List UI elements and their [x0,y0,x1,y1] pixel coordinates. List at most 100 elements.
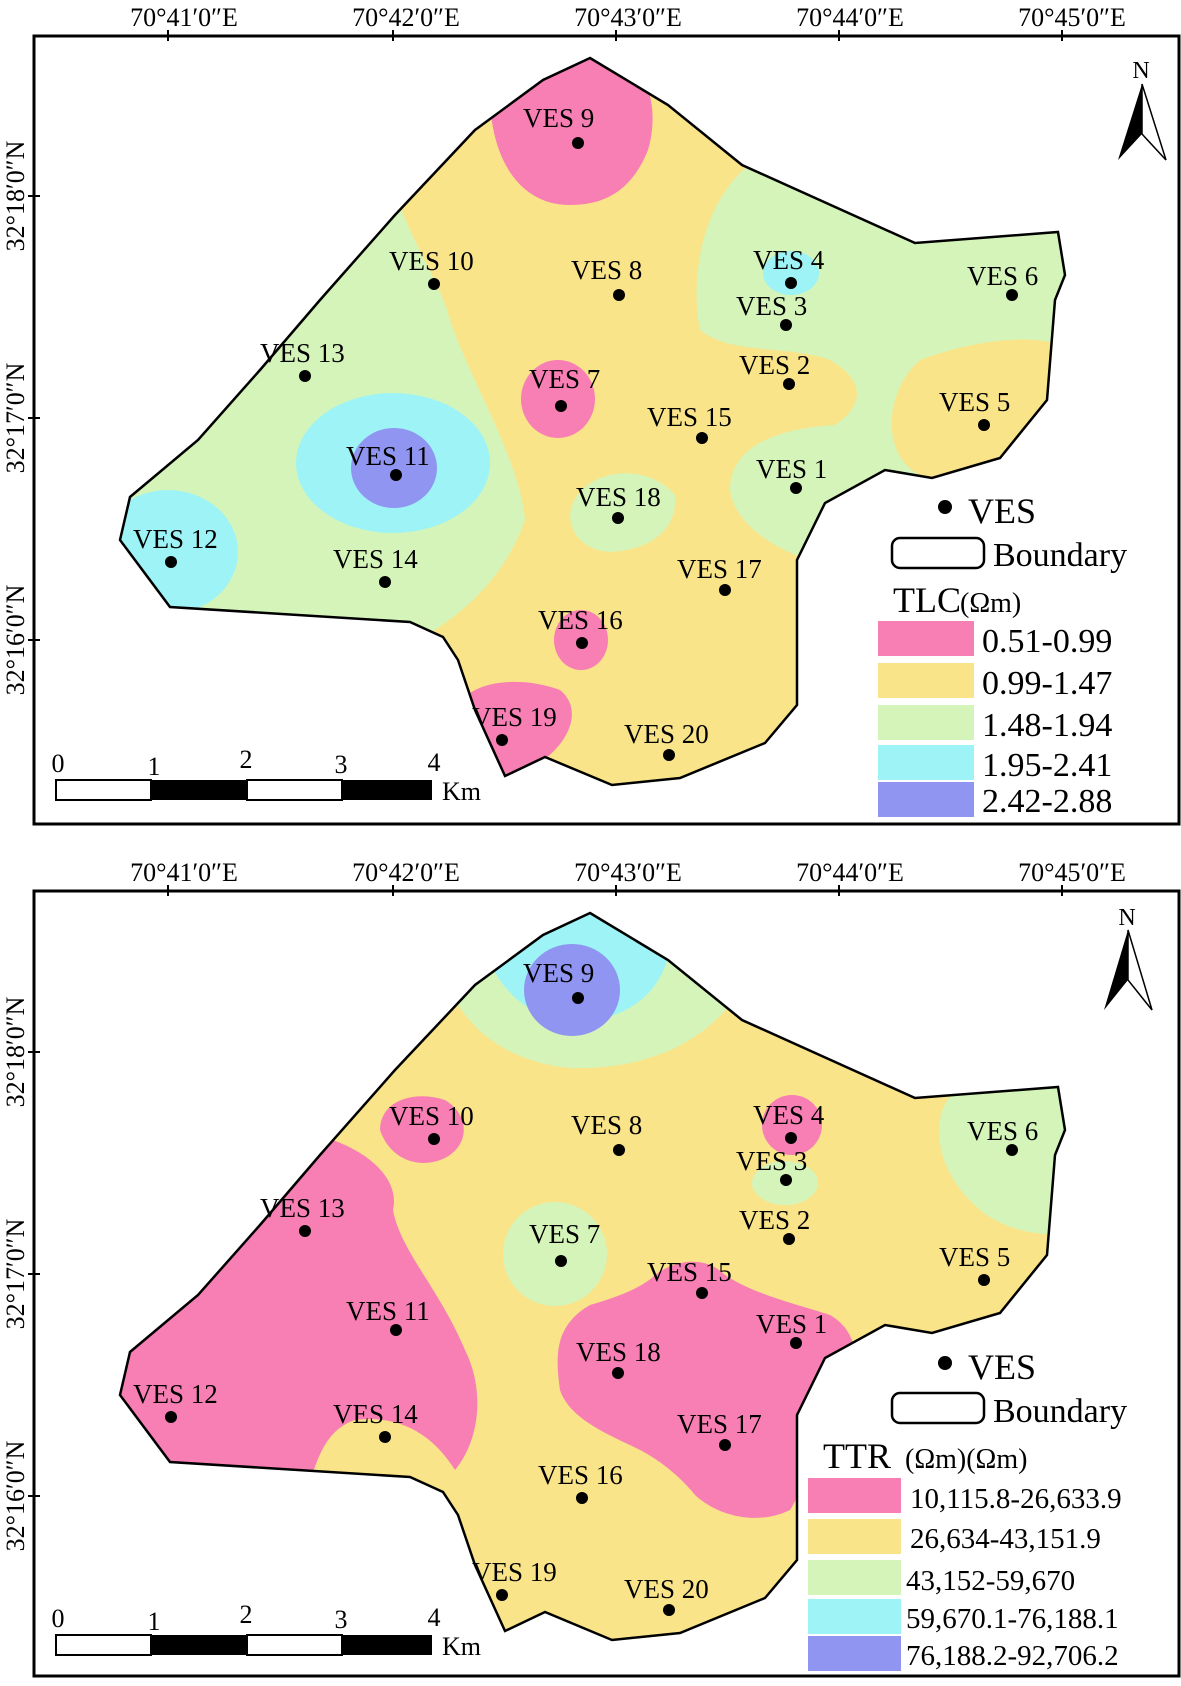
ttr-legend: VES Boundary TTR (Ωm)(Ωm) 10,115.8-26,63… [808,1347,1127,1672]
ves-station-label: VES 8 [571,255,642,285]
ves-station-label: VES 15 [647,402,732,432]
zone-76,188.2-92,706.2 [524,944,620,1036]
ves-point-marker [165,1411,177,1423]
ves-station-label: VES 8 [571,1110,642,1140]
ves-point-marker [780,319,792,331]
legend-title: TTR [823,1436,891,1476]
ves-station-label: VES 3 [736,1146,807,1176]
legend-class-label: 1.95-2.41 [982,747,1112,784]
longitude-labels: 70°41′0″E 70°42′0″E 70°43′0″E 70°44′0″E … [130,858,1126,896]
ves-point-marker [719,584,731,596]
ves-point-marker [978,419,990,431]
ves-point-marker [978,1274,990,1286]
north-arrow-icon: N [1118,58,1167,161]
ves-station-label: VES 19 [472,702,557,732]
legend-boundary-label: Boundary [993,1393,1127,1430]
tlc-legend: VES Boundary TLC (Ωm) 0.51-0.99 0.99-1.4… [878,491,1127,820]
ves-point-marker [613,1144,625,1156]
lon-label: 70°41′0″E [130,3,238,32]
ves-point-marker [663,749,675,761]
zone-10,115.8-26,633.9 [557,1261,855,1518]
scale-tick-label: 3 [335,1605,348,1634]
ves-station-label: VES 7 [529,1219,600,1249]
legend-swatch [808,1519,901,1554]
ves-station-label: VES 10 [389,1101,474,1131]
legend-class-label: 59,670.1-76,188.1 [906,1603,1119,1635]
ves-point-marker [428,1133,440,1145]
ves-point-marker [379,1431,391,1443]
scale-bar: 0 1 2 3 4 Km [52,745,482,806]
legend-class-label: 76,188.2-92,706.2 [906,1640,1119,1672]
scale-tick-label: 1 [148,752,161,781]
ves-point-marker [576,1492,588,1504]
ves-station-label: VES 10 [389,246,474,276]
legend-swatch [808,1478,901,1513]
ves-point-symbol [938,1356,952,1370]
ves-station-label: VES 14 [333,1399,418,1429]
lon-label: 70°43′0″E [574,858,682,887]
legend-swatch [878,782,974,817]
lat-label: 32°16′0″N [1,1440,30,1551]
lon-label: 70°42′0″E [352,3,460,32]
scale-unit: Km [442,1632,481,1661]
boundary-symbol [890,536,986,570]
legend-class-label: 1.48-1.94 [982,707,1112,744]
ves-station-label: VES 19 [472,1557,557,1587]
ves-station-label: VES 20 [624,1574,709,1604]
scale-bar: 0 1 2 3 4 Km [52,1600,482,1661]
scale-tick-label: 0 [52,1604,65,1633]
lat-label: 32°16′0″N [1,584,30,695]
ves-point-marker [572,137,584,149]
ves-station-label: VES 16 [538,605,623,635]
scale-tick-label: 2 [240,1600,253,1629]
ves-point-marker [576,637,588,649]
ves-station-label: VES 3 [736,291,807,321]
ves-point-marker [612,1367,624,1379]
ves-station-label: VES 17 [677,1409,762,1439]
ves-station-label: VES 7 [529,364,600,394]
ves-point-marker [390,469,402,481]
ves-station-label: VES 17 [677,554,762,584]
zone-10,115.8-26,633.9 [380,1096,464,1163]
ves-point-marker [696,1287,708,1299]
tlc-map-panel: 70°41′0″E 70°42′0″E 70°43′0″E 70°44′0″E … [1,3,1181,826]
ves-point-marker [379,576,391,588]
ves-point-marker [555,400,567,412]
scale-tick-label: 4 [428,748,441,777]
longitude-labels: 70°41′0″E 70°42′0″E 70°43′0″E 70°44′0″E … [130,3,1126,41]
legend-swatch [808,1599,901,1634]
scale-unit: Km [442,777,481,806]
ttr-map-panel: 70°41′0″E 70°42′0″E 70°43′0″E 70°44′0″E … [1,858,1181,1678]
ves-station-label: VES 18 [576,482,661,512]
scale-tick-label: 0 [52,749,65,778]
legend-swatch [878,621,974,656]
zone-0.51-0.99 [521,360,595,438]
legend-class-label: 2.42-2.88 [982,783,1112,820]
zone-1.48-1.94 [570,473,676,552]
ves-point-marker [785,1132,797,1144]
ves-point-marker [428,278,440,290]
zone-1.95-2.41 [763,251,819,295]
ves-station-label: VES 2 [739,1205,810,1235]
legend-unit: (Ωm)(Ωm) [905,1444,1027,1475]
ves-station-label: VES 1 [756,454,827,484]
lat-label: 32°17′0″N [1,362,30,473]
ves-station-label: VES 12 [133,524,218,554]
ves-station-label: VES 16 [538,1460,623,1490]
lat-label: 32°18′0″N [1,996,30,1107]
ves-station-label: VES 2 [739,350,810,380]
ves-station-label: VES 15 [647,1257,732,1287]
lon-label: 70°41′0″E [130,858,238,887]
legend-title: TLC [893,580,961,620]
scale-tick-label: 2 [240,745,253,774]
zone-2.42-2.88 [351,428,437,508]
ves-point-marker [790,482,802,494]
ves-station-label: VES 9 [523,958,594,988]
ves-point-marker [613,289,625,301]
legend-swatch [808,1636,901,1671]
ves-station-label: VES 1 [756,1309,827,1339]
ves-point-marker [696,432,708,444]
ves-station-label: VES 18 [576,1337,661,1367]
